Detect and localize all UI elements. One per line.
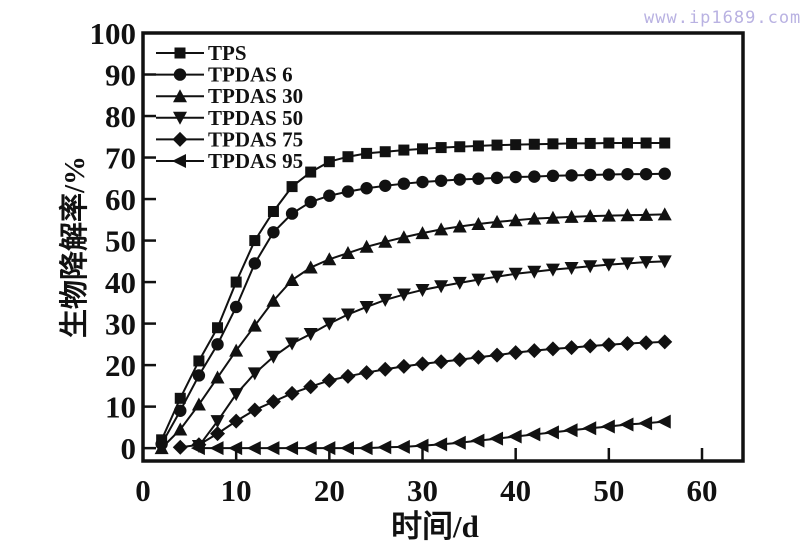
legend-label: TPDAS 95 (208, 149, 303, 173)
svg-text:60: 60 (105, 182, 136, 217)
series-tpdas-75 (172, 334, 673, 455)
legend-label: TPDAS 6 (208, 63, 293, 87)
legend-label: TPS (208, 41, 247, 65)
svg-text:20: 20 (314, 473, 345, 508)
svg-text:50: 50 (593, 473, 624, 508)
svg-text:30: 30 (407, 473, 438, 508)
svg-text:0: 0 (121, 431, 137, 466)
y-axis-title: 生物降解率/% (57, 156, 91, 338)
svg-text:40: 40 (105, 265, 136, 300)
series-tpdas-95 (190, 414, 671, 456)
x-axis-title: 时间/d (391, 509, 479, 544)
svg-text:90: 90 (105, 58, 136, 93)
svg-text:40: 40 (500, 473, 531, 508)
svg-text:10: 10 (105, 390, 136, 425)
svg-text:30: 30 (105, 307, 136, 342)
svg-text:0: 0 (135, 473, 151, 508)
legend-label: TPDAS 50 (208, 106, 303, 130)
series-tpdas-50 (191, 255, 672, 454)
series-tpdas-30 (154, 207, 672, 455)
series-tpdas-6 (155, 167, 671, 451)
svg-text:50: 50 (105, 224, 136, 259)
svg-text:80: 80 (105, 99, 136, 134)
svg-text:70: 70 (105, 141, 136, 176)
svg-text:100: 100 (90, 16, 137, 51)
watermark: www.ip1689.com (644, 8, 800, 28)
legend-label: TPDAS 75 (208, 127, 303, 151)
svg-text:10: 10 (221, 473, 252, 508)
legend-label: TPDAS 30 (208, 84, 303, 108)
axes: 0 10 20 30 40 50 60 0 10 20 30 40 50 60 70 80 90 100 时间/d 生… (57, 16, 745, 544)
svg-text:20: 20 (105, 348, 136, 383)
svg-text:60: 60 (687, 473, 718, 508)
